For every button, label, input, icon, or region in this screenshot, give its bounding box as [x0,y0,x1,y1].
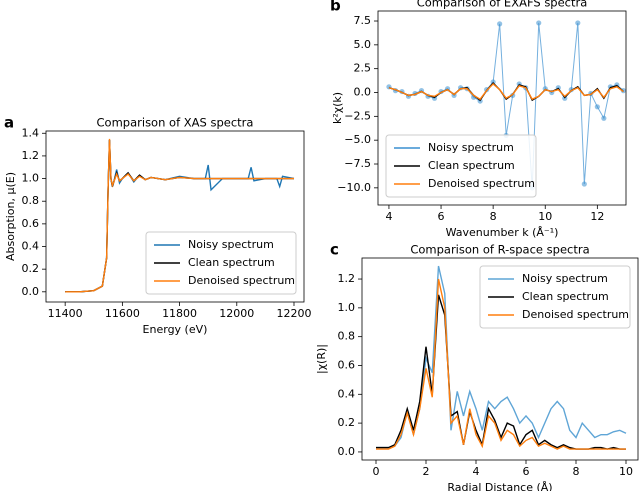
x-tick-label: 11400 [48,307,83,320]
y-axis-label: k²χ(k) [331,92,344,124]
plot-frame [377,10,627,206]
y-tick-label: −2.5 [344,109,371,122]
legend-label: Noisy spectrum [428,141,514,154]
data-point [601,115,607,121]
y-axis-label: |χ(R)| [315,344,328,374]
x-tick-label: 12 [590,210,604,223]
y-tick-label: 1.2 [338,272,356,285]
x-tick-label: 0 [373,465,380,478]
x-tick-label: 8 [490,210,497,223]
data-point [497,21,503,27]
chart-title: Comparison of XAS spectra [97,116,254,130]
y-tick-label: 7.5 [354,14,372,27]
y-tick-label: 0.8 [22,194,40,207]
x-tick-label: 6 [523,465,530,478]
data-point [581,181,587,187]
y-tick-label: 2.5 [354,62,372,75]
data-point [594,104,600,110]
legend-label: Clean spectrum [188,256,275,269]
legend-label: Denoised spectrum [522,308,629,321]
y-tick-label: 1.0 [338,301,356,314]
x-tick-label: 12000 [219,307,254,320]
chart-title: Comparison of EXAFS spectra [417,0,588,10]
data-point [620,88,626,94]
plot-frame [45,130,305,303]
chart-title: Comparison of R-space spectra [410,243,589,257]
data-point [510,92,516,98]
series-line [388,82,624,101]
data-point [536,20,542,26]
x-tick-label: 2 [423,465,430,478]
y-tick-label: 0.2 [22,262,40,275]
legend-label: Denoised spectrum [428,177,535,190]
plot-frame [361,257,639,461]
x-axis-label: Wavenumber k (Å⁻¹) [446,226,559,239]
y-tick-label: 0.0 [354,86,372,99]
legend-label: Noisy spectrum [522,272,608,285]
x-tick-label: 4 [385,210,392,223]
y-tick-label: 1.2 [22,149,40,162]
y-tick-label: −10.0 [337,181,371,194]
y-tick-label: −7.5 [344,157,371,170]
y-tick-label: 0.0 [22,285,40,298]
y-tick-label: −5.0 [344,133,371,146]
y-tick-label: 1.0 [22,172,40,185]
x-tick-label: 6 [438,210,445,223]
x-tick-label: 8 [573,465,580,478]
data-point [575,20,581,26]
legend-box [479,265,631,329]
panel-label: c [330,241,339,259]
y-axis-label: Absorption, μ(E) [4,172,17,261]
series-line [65,138,294,293]
legend-label: Clean spectrum [428,159,515,172]
legend-box [385,134,537,198]
y-tick-label: 0.8 [338,330,356,343]
series-line [376,278,626,450]
x-axis-label: Energy (eV) [143,323,208,336]
y-tick-label: 0.0 [338,445,356,458]
legend-box [145,231,297,295]
y-tick-label: 0.4 [22,240,40,253]
x-axis-label: Radial Distance (Å) [447,481,552,491]
legend-label: Clean spectrum [522,290,609,303]
y-tick-label: 0.2 [338,416,356,429]
x-tick-label: 10 [538,210,552,223]
legend-label: Denoised spectrum [188,274,295,287]
x-tick-label: 10 [619,465,633,478]
y-tick-label: 0.6 [338,358,356,371]
x-tick-label: 4 [473,465,480,478]
x-tick-label: 11600 [105,307,140,320]
y-tick-label: 0.4 [338,387,356,400]
panel-label: b [330,0,341,15]
legend-label: Noisy spectrum [188,238,274,251]
panel-label: a [4,114,14,132]
y-tick-label: 5.0 [354,38,372,51]
x-tick-label: 12200 [276,307,311,320]
x-tick-label: 11800 [162,307,197,320]
y-tick-label: 1.4 [22,126,40,139]
y-tick-label: 0.6 [22,217,40,230]
